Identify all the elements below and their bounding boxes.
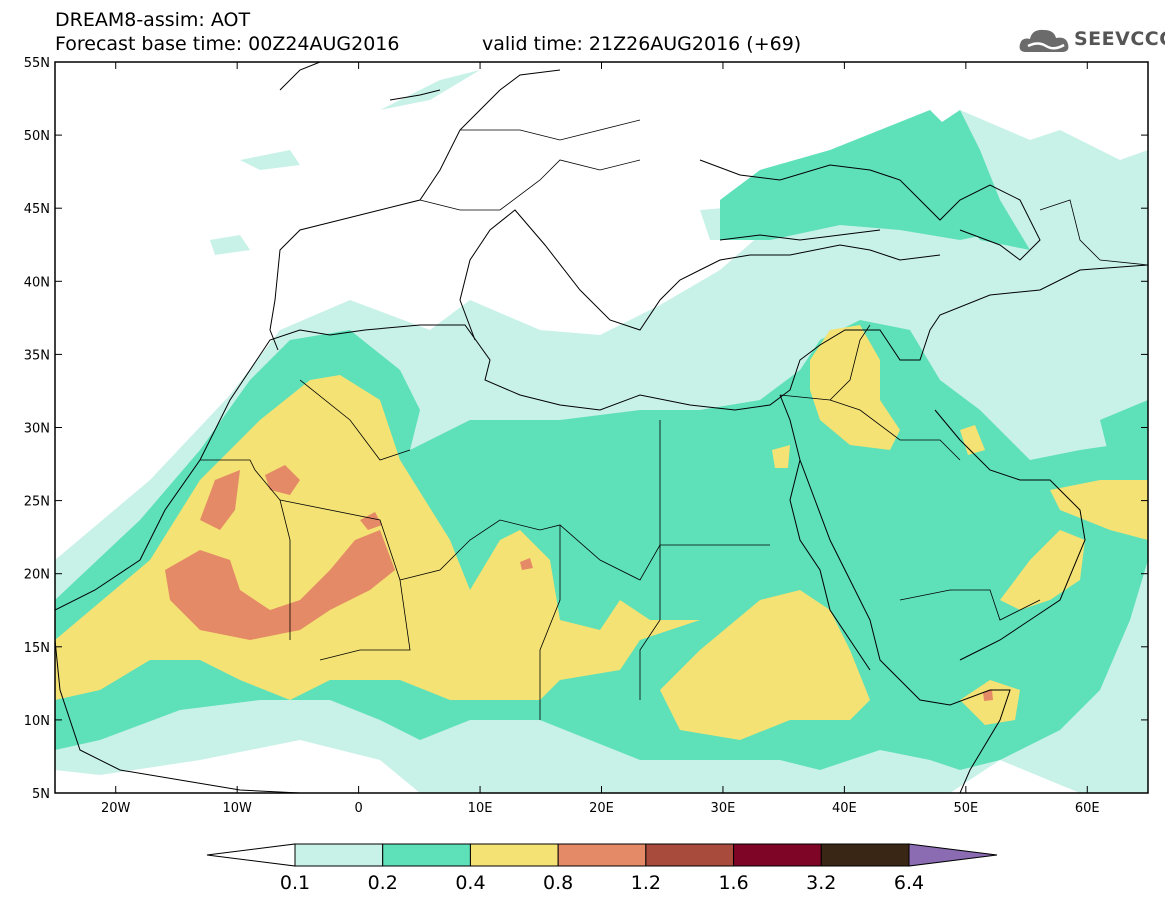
lat-tick-label: 5N [32, 787, 50, 802]
lat-tick-label: 10N [24, 714, 50, 729]
colorbar-bin [908, 843, 998, 867]
coastlines [55, 62, 1148, 793]
lat-tick-label: 20N [24, 568, 50, 583]
colorbar-bin [294, 843, 384, 867]
colorbar-label: 0.1 [280, 872, 310, 894]
base-time: Forecast base time: 00Z24AUG2016 [55, 33, 400, 55]
lat-tick-label: 55N [24, 56, 50, 71]
lat-tick-label: 50N [24, 129, 50, 144]
colorbar-bin [820, 843, 910, 867]
cloud-logo-icon [1019, 29, 1069, 52]
valid-time: valid time: 21Z26AUG2016 (+69) [482, 33, 802, 55]
colorbar-label: 0.4 [455, 872, 485, 894]
map-title: DREAM8-assim: AOT [55, 9, 251, 31]
lon-tick-label: 40E [832, 801, 857, 816]
colorbar-bin [206, 843, 296, 867]
colorbar-bin [382, 843, 471, 867]
lat-tick-label: 35N [24, 348, 50, 363]
lon-tick-label: 10E [468, 801, 493, 816]
colorbar: 0.1 0.2 0.4 0.8 1.2 1.6 3.2 6.4 [206, 843, 998, 894]
lat-tick-label: 25N [24, 495, 50, 510]
lon-tick-label: 20W [101, 801, 131, 816]
aot-contour-0-8 [165, 465, 993, 701]
colorbar-bin [733, 843, 822, 867]
lon-tick-label: 60E [1075, 801, 1100, 816]
colorbar-bin [557, 843, 647, 867]
lat-tick-label: 40N [24, 275, 50, 290]
colorbar-label: 1.2 [631, 872, 661, 894]
lon-tick-label: 30E [711, 801, 736, 816]
seevccc-logo: SEEVCCC [1018, 24, 1165, 58]
colorbar-label: 1.6 [718, 872, 748, 894]
colorbar-label: 0.2 [368, 872, 398, 894]
lon-tick-label: 50E [953, 801, 978, 816]
colorbar-bin [469, 843, 559, 867]
lon-tick-label: 0 [354, 801, 362, 816]
colorbar-bin [645, 843, 735, 867]
axis-ticks: 20W 10W 0 10E 20E 30E 40E 50E 60E 5N 10N 15N 20N 25N 3… [24, 56, 1148, 816]
lat-tick-label: 30N [24, 422, 50, 437]
lat-tick-label: 15N [24, 641, 50, 656]
logo-text: SEEVCCC [1074, 28, 1165, 50]
colorbar-label: 6.4 [894, 872, 924, 894]
colorbar-label: 0.8 [543, 872, 573, 894]
aot-field [55, 62, 1148, 793]
forecast-times: Forecast base time: 00Z24AUG2016 valid ti… [55, 33, 801, 55]
lat-tick-label: 45N [24, 202, 50, 217]
colorbar-label: 3.2 [806, 872, 836, 894]
lon-tick-label: 20E [589, 801, 614, 816]
lon-tick-label: 10W [222, 801, 252, 816]
borders [200, 119, 1148, 720]
